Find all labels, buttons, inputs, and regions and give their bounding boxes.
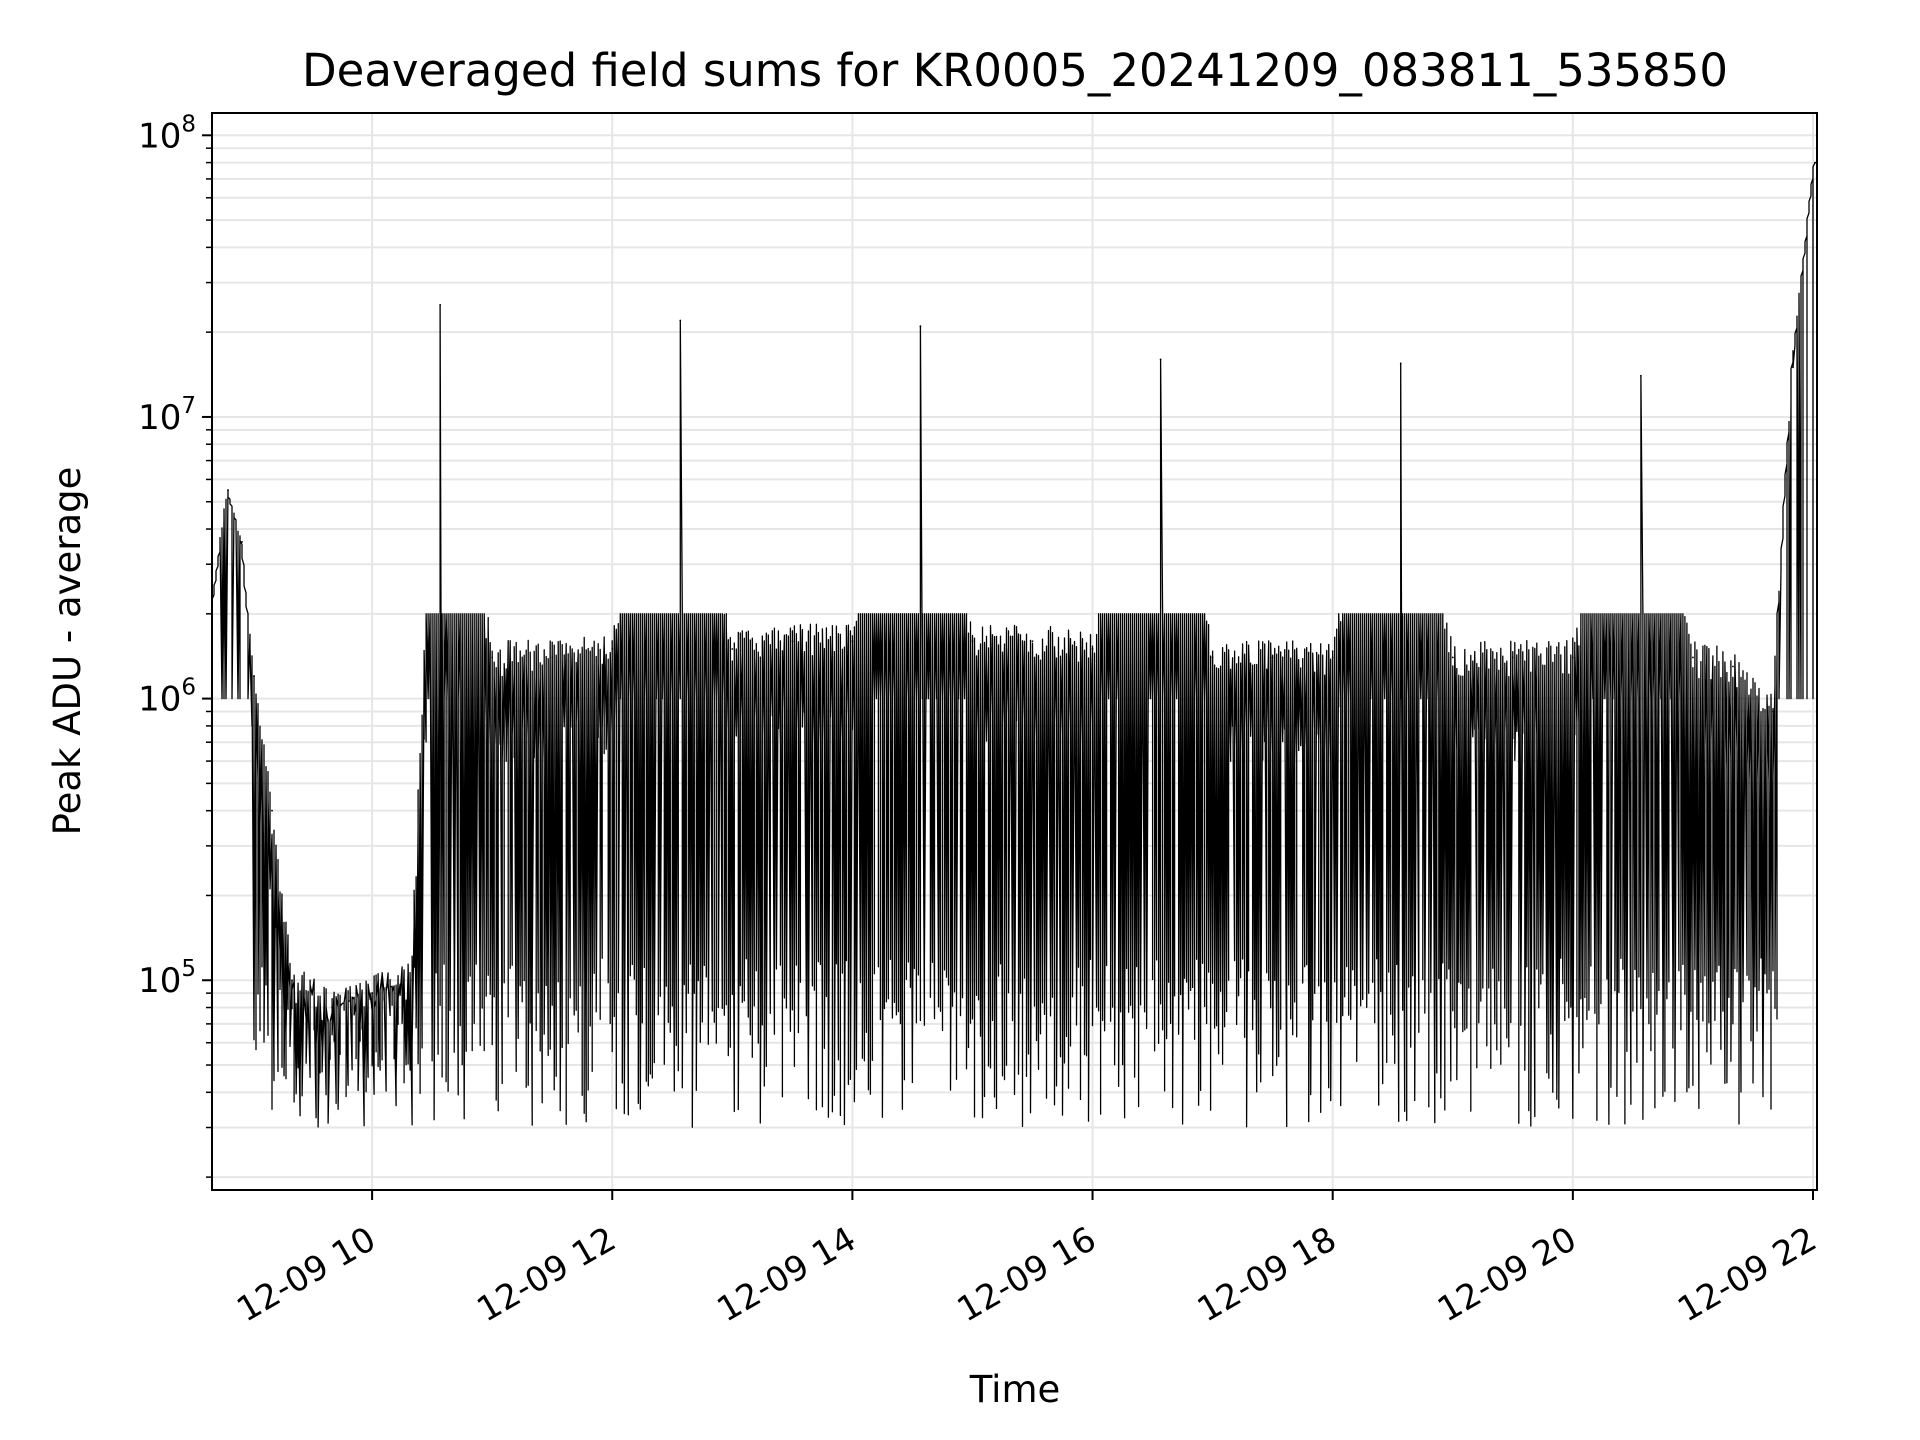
data-point: [1814, 161, 1816, 164]
x-tick-label: 12-09 22: [1671, 1219, 1823, 1330]
data-point: [971, 640, 974, 643]
data-point: [253, 675, 255, 678]
x-tick-label: 12-09 10: [230, 1219, 382, 1330]
data-point: [227, 489, 229, 491]
data-point: [439, 303, 442, 306]
data-point: [1091, 648, 1094, 650]
data-point: [851, 640, 854, 643]
data-point: [271, 809, 273, 812]
y-tick-label: 107: [138, 393, 196, 438]
y-tick-label: 108: [138, 111, 196, 156]
x-tick-label: 12-09 18: [1191, 1219, 1343, 1330]
data-point: [1639, 374, 1642, 377]
data-point: [611, 648, 614, 650]
data-point: [241, 541, 243, 543]
data-point: [1331, 656, 1334, 659]
x-tick-label: 12-09 16: [951, 1219, 1103, 1330]
data-point: [1271, 656, 1274, 659]
x-tick-label: 12-09 12: [470, 1219, 622, 1330]
data-point: [551, 656, 554, 659]
x-tick-label: 12-09 20: [1431, 1219, 1583, 1330]
data-point: [1772, 710, 1774, 713]
plot-frame: [211, 112, 1818, 1191]
y-tick-label: 106: [138, 675, 196, 720]
data-point: [679, 319, 682, 322]
x-axis-label: Time: [969, 1368, 1061, 1411]
data-point: [371, 992, 373, 995]
data-point: [1792, 366, 1794, 369]
chart-title: Deaveraged field sums for KR0005_2024120…: [302, 44, 1728, 97]
data-point: [919, 325, 922, 328]
data-point: [1031, 640, 1034, 643]
data-point: [1211, 656, 1214, 659]
data-point: [791, 640, 794, 643]
data-point: [1732, 665, 1734, 668]
data-point: [1571, 656, 1574, 659]
data-point: [1451, 656, 1454, 659]
y-axis-label: Peak ADU - average: [46, 467, 89, 836]
data-point: [1399, 362, 1402, 365]
y-tick-label: 105: [138, 956, 196, 1001]
data-point: [1692, 656, 1694, 659]
data-point: [491, 656, 494, 659]
x-tick-label: 12-09 14: [711, 1219, 863, 1330]
data-point: [731, 648, 734, 650]
series-line: [211, 161, 1817, 1128]
data-point: [331, 1006, 333, 1009]
data-point: [291, 979, 293, 982]
data-point: [1511, 656, 1514, 659]
data-point: [411, 979, 414, 982]
data-point: [1159, 358, 1162, 361]
data-layer: [211, 161, 1817, 1128]
